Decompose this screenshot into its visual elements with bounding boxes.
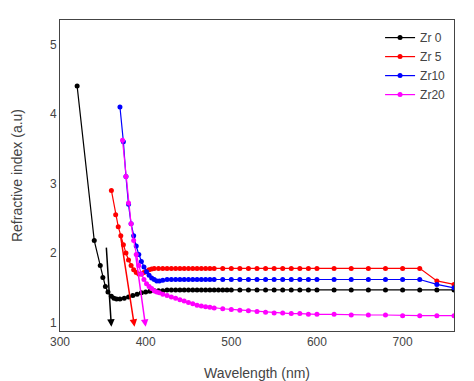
svg-text:1: 1	[50, 316, 57, 330]
svg-text:Refractive index (a.u): Refractive index (a.u)	[9, 109, 25, 242]
svg-text:3: 3	[50, 177, 57, 191]
svg-text:Zr10: Zr10	[420, 69, 445, 83]
svg-text:Zr 5: Zr 5	[420, 50, 442, 64]
svg-text:5: 5	[50, 38, 57, 52]
svg-text:2: 2	[50, 246, 57, 260]
svg-text:Wavelength (nm): Wavelength (nm)	[204, 365, 310, 381]
svg-text:Zr 0: Zr 0	[420, 31, 442, 45]
svg-text:600: 600	[307, 335, 327, 349]
svg-text:700: 700	[393, 335, 413, 349]
svg-text:Zr20: Zr20	[420, 88, 445, 102]
svg-text:500: 500	[221, 335, 241, 349]
svg-text:400: 400	[136, 335, 156, 349]
svg-text:300: 300	[50, 335, 70, 349]
svg-text:4: 4	[50, 107, 57, 121]
